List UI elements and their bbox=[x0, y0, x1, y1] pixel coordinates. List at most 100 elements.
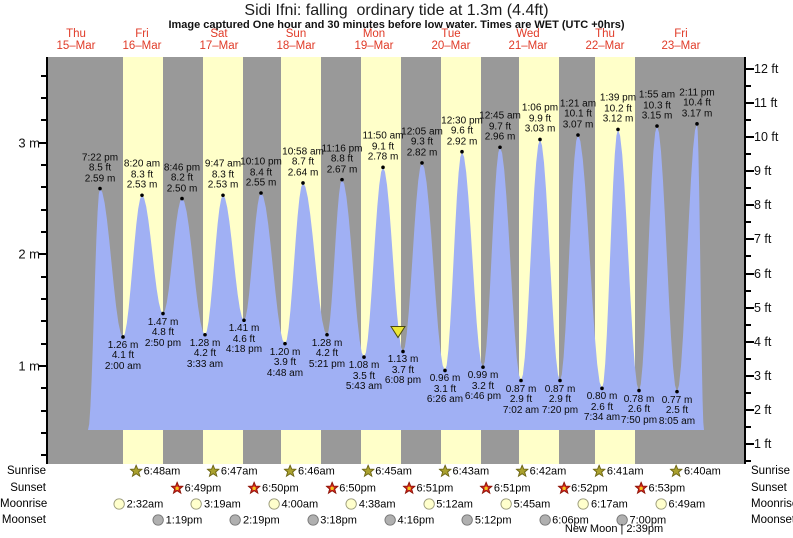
low-tide-label-line: 2:00 am bbox=[104, 360, 142, 372]
axis-tick bbox=[41, 275, 46, 278]
moonrise-icon bbox=[500, 498, 512, 510]
high-tide-label-line: 12:45 am bbox=[479, 110, 521, 122]
moonrise-time: 5:12am bbox=[436, 498, 473, 510]
high-tide-label-line: 2.67 m bbox=[326, 164, 358, 176]
day-label-line: Thu bbox=[595, 28, 615, 40]
high-tide-label: 7:22 pm 8.5 ft 2.59 m bbox=[82, 153, 118, 185]
moonrise-time: 2:32am bbox=[126, 498, 164, 510]
sunset-icon bbox=[170, 481, 184, 495]
low-tide-label-line: 4.2 ft bbox=[193, 348, 217, 360]
sunset-icon bbox=[634, 481, 648, 495]
low-tide-label: 1.28 m 4.2 ft 5:21 pm bbox=[309, 338, 345, 371]
axis-tick bbox=[746, 357, 751, 360]
high-tide-label-line: 1:39 pm bbox=[599, 92, 637, 104]
low-tide-label: 0.87 m 2.9 ft 7:02 am bbox=[503, 384, 539, 417]
low-tide-label: 0.96 m 3.1 ft 6:26 am bbox=[427, 374, 463, 406]
sunset-time: 6:51pm bbox=[493, 482, 531, 494]
high-tide-label-line: 1:55 am bbox=[638, 89, 676, 101]
low-tide-label: 0.77 m 2.5 ft 8:05 am bbox=[659, 395, 695, 428]
moonrise-entry: 4:00am bbox=[267, 498, 318, 511]
sunset-icon bbox=[402, 481, 416, 495]
moonrise-time: 5:45am bbox=[513, 498, 551, 510]
high-tide-label: 8:20 am 8.3 ft 2.53 m bbox=[124, 159, 160, 192]
low-tide-label-line: 4.6 ft bbox=[232, 333, 256, 345]
day-label-line: Fri bbox=[674, 28, 688, 40]
sunrise-icon bbox=[129, 464, 143, 478]
sunset-entry: 6:51pm bbox=[479, 481, 531, 495]
moonrise-time: 6:17am bbox=[591, 498, 628, 510]
high-tide-label-line: 3.07 m bbox=[562, 119, 594, 131]
moonrise-icon bbox=[190, 498, 203, 510]
tide-point-dot bbox=[221, 193, 225, 198]
meter-axis-label: 3 m bbox=[18, 135, 40, 151]
high-tide-label: 1:39 pm 10.2 ft 3.12 m bbox=[599, 92, 637, 126]
day-label-line: Sat bbox=[210, 28, 228, 40]
axis-tick bbox=[746, 374, 754, 377]
sunrise-time: 6:43am bbox=[452, 465, 490, 477]
day-label-line: 20–Mar bbox=[431, 39, 471, 52]
axis-tick bbox=[746, 255, 751, 258]
sunrise-entry: 6:47am bbox=[206, 464, 258, 478]
day-label: Thu 15–Mar bbox=[57, 28, 96, 52]
low-tide-label-line: 2.9 ft bbox=[548, 394, 572, 405]
moonrise-entry: 6:17am bbox=[577, 498, 628, 511]
high-tide-label-line: 10:10 pm bbox=[240, 156, 282, 168]
axis-tick bbox=[746, 85, 751, 88]
high-tide-label: 1:55 am 10.3 ft 3.15 m bbox=[638, 89, 676, 123]
low-tide-label: 0.78 m 2.6 ft 7:50 pm bbox=[621, 393, 657, 427]
feet-axis-label: 8 ft bbox=[754, 198, 772, 213]
moonrise-time: 4:00am bbox=[281, 498, 319, 510]
low-tide-label-line: 7:34 am bbox=[583, 412, 621, 424]
tide-point-dot bbox=[637, 388, 641, 393]
meter-axis-label: 1 m bbox=[18, 358, 40, 374]
low-tide-label-line: 0.78 m bbox=[623, 393, 655, 405]
day-label-line: 18–Mar bbox=[276, 39, 316, 52]
sunrise-icon bbox=[284, 464, 298, 478]
high-tide-label: 10:10 pm 8.4 ft 2.55 m bbox=[240, 156, 282, 190]
day-label-line: Fri bbox=[135, 28, 149, 40]
tide-point-dot bbox=[121, 335, 125, 339]
feet-axis-label: 7 ft bbox=[754, 232, 772, 247]
high-tide-label: 9:47 am 8.3 ft 2.53 m bbox=[205, 159, 241, 192]
low-tide-label-line: 1.20 m bbox=[269, 346, 301, 358]
tide-area bbox=[88, 123, 704, 431]
high-tide-label-line: 11:16 pm bbox=[321, 143, 363, 155]
low-tide-label-line: 6:46 pm bbox=[464, 391, 502, 403]
axis-tick bbox=[38, 365, 46, 367]
tide-point-dot bbox=[283, 341, 287, 346]
tide-point-dot bbox=[481, 365, 485, 369]
axis-tick bbox=[746, 153, 751, 156]
day-label-line: 17–Mar bbox=[199, 39, 239, 52]
low-tide-label-line: 3.5 ft bbox=[352, 370, 376, 382]
sunset-entry: 6:50pm bbox=[325, 481, 376, 495]
axis-tick bbox=[746, 323, 751, 326]
moonset-entry: 3:18pm bbox=[306, 514, 357, 527]
tide-point-dot bbox=[498, 145, 502, 150]
sunset-entry: 6:52pm bbox=[557, 481, 608, 495]
axis-tick bbox=[746, 306, 754, 309]
sunset-icon bbox=[247, 481, 261, 495]
low-tide-label: 0.87 m 2.9 ft 7:20 pm bbox=[542, 384, 578, 417]
day-label: Sun 18–Mar bbox=[276, 28, 316, 52]
sunrise-time: 6:47am bbox=[220, 465, 258, 477]
axis-tick bbox=[746, 289, 751, 292]
sunrise-icon bbox=[206, 464, 220, 478]
moonset-icon bbox=[152, 514, 164, 526]
sunset-row-label-right: Sunset bbox=[751, 482, 787, 494]
high-tide-label-line: 8.7 ft bbox=[291, 156, 315, 168]
high-tide-label-line: 8.4 ft bbox=[249, 167, 273, 179]
moonrise-entry: 5:45am bbox=[500, 498, 551, 511]
axis-tick bbox=[746, 425, 751, 428]
low-tide-label-line: 1.41 m bbox=[228, 323, 260, 335]
sunrise-entry: 6:42am bbox=[515, 464, 566, 478]
sunrise-time: 6:46am bbox=[298, 465, 335, 477]
high-tide-label-line: 8:46 pm bbox=[163, 162, 201, 174]
tide-point-dot bbox=[98, 186, 102, 191]
high-tide-label-line: 9.3 ft bbox=[410, 136, 434, 148]
low-tide-label-line: 2.5 ft bbox=[665, 405, 689, 417]
moonset-icon bbox=[384, 514, 396, 526]
axis-tick bbox=[746, 221, 751, 224]
tide-point-dot bbox=[259, 191, 263, 195]
tide-point-dot bbox=[180, 196, 184, 201]
